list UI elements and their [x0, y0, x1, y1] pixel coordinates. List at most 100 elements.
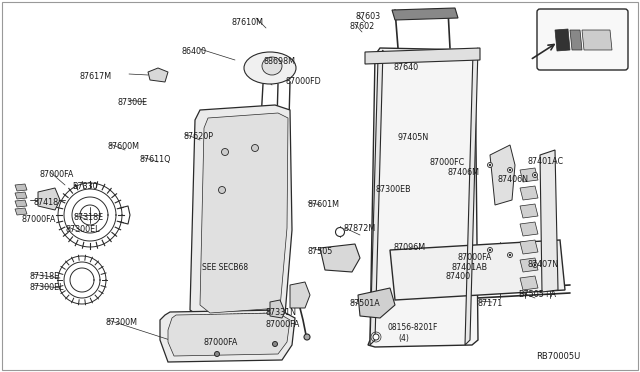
Ellipse shape [304, 334, 310, 340]
Text: 87505: 87505 [308, 247, 333, 256]
Polygon shape [15, 200, 27, 207]
Polygon shape [570, 30, 582, 50]
Text: 87000FC: 87000FC [430, 158, 465, 167]
Text: 87600M: 87600M [107, 142, 139, 151]
Ellipse shape [252, 144, 259, 151]
Polygon shape [190, 105, 292, 320]
Text: 87000FD: 87000FD [286, 77, 322, 86]
Polygon shape [390, 240, 565, 300]
Text: 87407N: 87407N [527, 260, 558, 269]
Polygon shape [160, 310, 295, 362]
Text: 87603: 87603 [355, 12, 380, 21]
Text: 87617M: 87617M [79, 72, 111, 81]
Ellipse shape [489, 164, 491, 166]
Text: 87096M: 87096M [394, 243, 426, 252]
Polygon shape [540, 150, 558, 292]
Text: 87000FA: 87000FA [266, 320, 300, 329]
Polygon shape [520, 186, 538, 200]
FancyBboxPatch shape [537, 9, 628, 70]
Ellipse shape [532, 263, 538, 267]
Ellipse shape [508, 167, 513, 173]
Text: RB70005U: RB70005U [536, 352, 580, 361]
Text: 87418: 87418 [33, 198, 58, 207]
Text: 87300EL: 87300EL [30, 283, 65, 292]
Ellipse shape [262, 57, 282, 75]
Polygon shape [15, 184, 27, 191]
Ellipse shape [335, 228, 344, 237]
Polygon shape [368, 48, 478, 347]
Ellipse shape [509, 254, 511, 256]
Polygon shape [358, 288, 395, 318]
Polygon shape [520, 258, 538, 272]
Ellipse shape [534, 174, 536, 176]
Text: SEE SECB68: SEE SECB68 [202, 263, 248, 272]
Ellipse shape [218, 186, 225, 193]
Polygon shape [370, 50, 383, 345]
Ellipse shape [508, 253, 513, 257]
Text: 87318E: 87318E [30, 272, 60, 281]
Polygon shape [148, 68, 168, 82]
Polygon shape [38, 188, 60, 210]
Polygon shape [15, 192, 27, 199]
Text: 87400: 87400 [445, 272, 470, 281]
Text: 08156-8201F: 08156-8201F [388, 323, 438, 332]
Ellipse shape [214, 352, 220, 356]
Text: 87318E: 87318E [73, 213, 103, 222]
Text: 87000FA: 87000FA [40, 170, 74, 179]
Ellipse shape [221, 148, 228, 155]
Text: 87620P: 87620P [184, 132, 214, 141]
Polygon shape [15, 208, 27, 215]
Text: B7505+A: B7505+A [518, 290, 556, 299]
Polygon shape [490, 145, 515, 205]
Polygon shape [290, 282, 310, 308]
Text: 86400: 86400 [181, 47, 206, 56]
Text: 87872M: 87872M [343, 224, 375, 233]
Text: 87406N: 87406N [497, 175, 528, 184]
Text: 87406M: 87406M [447, 168, 479, 177]
Text: 87000FA: 87000FA [22, 215, 56, 224]
Text: 87300E: 87300E [118, 98, 148, 107]
Text: 87401AC: 87401AC [527, 157, 563, 166]
Text: 88698M: 88698M [264, 57, 296, 66]
Polygon shape [200, 113, 288, 313]
Ellipse shape [273, 341, 278, 346]
Ellipse shape [534, 264, 536, 266]
Text: 87000FA: 87000FA [203, 338, 237, 347]
Polygon shape [555, 29, 570, 51]
Text: 87300EB: 87300EB [376, 185, 412, 194]
Ellipse shape [532, 173, 538, 177]
Text: (4): (4) [398, 334, 409, 343]
Polygon shape [520, 222, 538, 236]
Text: 87000FA: 87000FA [458, 253, 492, 262]
Text: 87601M: 87601M [307, 200, 339, 209]
Ellipse shape [244, 52, 296, 84]
Text: 87640: 87640 [394, 63, 419, 72]
Polygon shape [320, 244, 360, 272]
Text: 87602: 87602 [349, 22, 374, 31]
Ellipse shape [509, 169, 511, 171]
Ellipse shape [488, 247, 493, 253]
Polygon shape [520, 168, 538, 182]
Text: 87610M: 87610M [232, 18, 264, 27]
Ellipse shape [488, 163, 493, 167]
Polygon shape [270, 300, 285, 318]
Text: 87171: 87171 [477, 299, 502, 308]
Polygon shape [520, 276, 538, 290]
Ellipse shape [373, 334, 379, 340]
Polygon shape [520, 240, 538, 254]
Text: 87300EL: 87300EL [66, 225, 100, 234]
Polygon shape [168, 313, 290, 356]
Polygon shape [365, 48, 480, 64]
Text: 87611Q: 87611Q [139, 155, 170, 164]
Ellipse shape [489, 249, 491, 251]
Text: 97405N: 97405N [397, 133, 428, 142]
Polygon shape [520, 204, 538, 218]
Polygon shape [392, 8, 458, 20]
Text: 87501A: 87501A [349, 299, 380, 308]
Text: 87300M: 87300M [106, 318, 138, 327]
Polygon shape [465, 48, 478, 345]
Text: 87331N: 87331N [265, 308, 296, 317]
Text: 87401AB: 87401AB [452, 263, 488, 272]
Text: B7330: B7330 [72, 182, 98, 191]
Polygon shape [582, 30, 612, 50]
